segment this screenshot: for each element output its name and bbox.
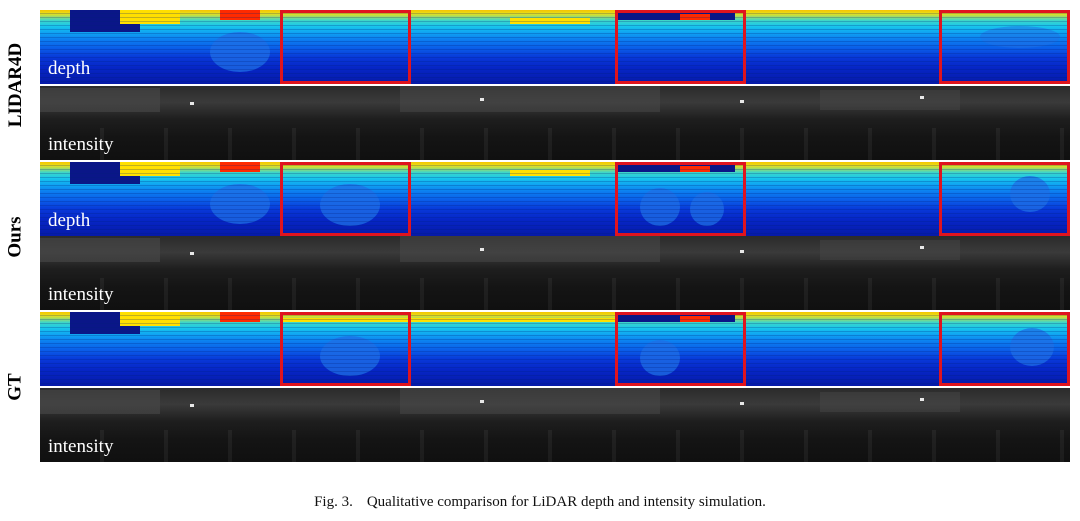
roi-box — [939, 312, 1070, 386]
roi-box — [280, 312, 411, 386]
row-label-depth: depth — [48, 58, 91, 79]
intensity-map-gt: intensity — [40, 388, 1070, 462]
roi-box — [280, 162, 411, 236]
depth-map-ours: depth — [40, 162, 1070, 236]
figure-number: Fig. 3. — [314, 494, 353, 510]
caption-text: Qualitative comparison for LiDAR depth a… — [366, 494, 766, 510]
roi-box — [615, 162, 746, 236]
row-label-intensity: intensity — [48, 436, 114, 457]
method-label-gt: GT — [2, 312, 30, 462]
method-label-ours: Ours — [2, 162, 30, 312]
roi-box — [615, 312, 746, 386]
intensity-map-ours: intensity — [40, 236, 1070, 310]
method-label-text: LIDAR4D — [5, 42, 27, 128]
roi-box — [280, 10, 411, 84]
roi-box — [939, 162, 1070, 236]
row-label-intensity: intensity — [48, 134, 114, 155]
method-label-text: Ours — [5, 216, 26, 258]
figure: LIDAR4D Ours GT depth intensity — [2, 10, 1070, 462]
depth-map-lidar4d: depth — [40, 10, 1070, 84]
row-label-depth: depth — [48, 210, 91, 231]
row-label-intensity: intensity — [48, 284, 114, 305]
figure-caption: Fig. 3. Qualitative comparison for LiDAR … — [0, 494, 1080, 511]
intensity-map-lidar4d: intensity — [40, 86, 1070, 160]
depth-map-gt — [40, 312, 1070, 386]
method-label-lidar4d: LIDAR4D — [2, 10, 30, 160]
roi-box — [939, 10, 1070, 84]
roi-box — [615, 10, 746, 84]
method-label-text: GT — [4, 373, 26, 401]
